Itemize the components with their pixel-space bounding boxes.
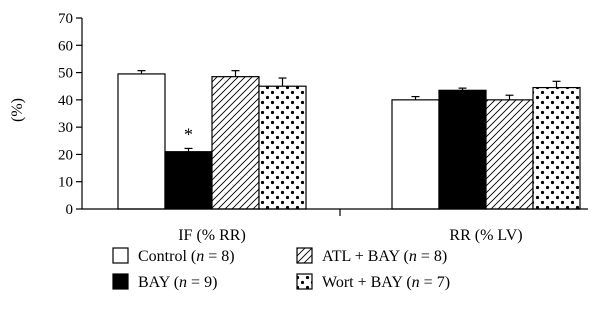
legend-entry: BAY (n = 9): [138, 274, 217, 291]
legend-swatch: [297, 274, 312, 289]
bar-white-0: [118, 74, 165, 209]
legend-swatch: [113, 248, 128, 263]
y-tick-label: 0: [66, 202, 74, 218]
bar-white-1: [392, 100, 439, 209]
legend: Control (n = 8) BAY (n = 9) ATL + BAY (n =…: [113, 248, 450, 291]
legend-swatch: [297, 248, 312, 263]
bar-dots-1: [533, 88, 580, 209]
y-tick-label: 50: [58, 66, 73, 82]
y-axis-label: (%): [9, 98, 26, 122]
y-tick-label: 30: [58, 120, 73, 136]
y-tick-label: 10: [58, 175, 73, 191]
legend-entry: Control (n = 8): [138, 248, 235, 265]
legend-entry: ATL + BAY (n = 8): [322, 248, 447, 265]
bar-hatch-0: [212, 77, 259, 209]
y-tick-label: 40: [58, 93, 73, 109]
y-tick-label: 60: [58, 38, 73, 54]
bar-hatch-1: [486, 100, 533, 209]
bar-black-0: [165, 152, 212, 209]
bar-dots-0: [259, 86, 306, 209]
y-tick-label: 70: [58, 11, 73, 27]
significance-marker: *: [184, 124, 193, 144]
legend-swatch: [113, 274, 128, 289]
y-tick-label: 20: [58, 147, 73, 163]
x-category-label: RR (% LV): [449, 227, 522, 244]
legend-entry: Wort + BAY (n = 7): [322, 274, 450, 291]
x-category-label: IF (% RR): [178, 227, 246, 244]
bar-black-1: [439, 90, 486, 209]
bars: *: [118, 71, 580, 209]
